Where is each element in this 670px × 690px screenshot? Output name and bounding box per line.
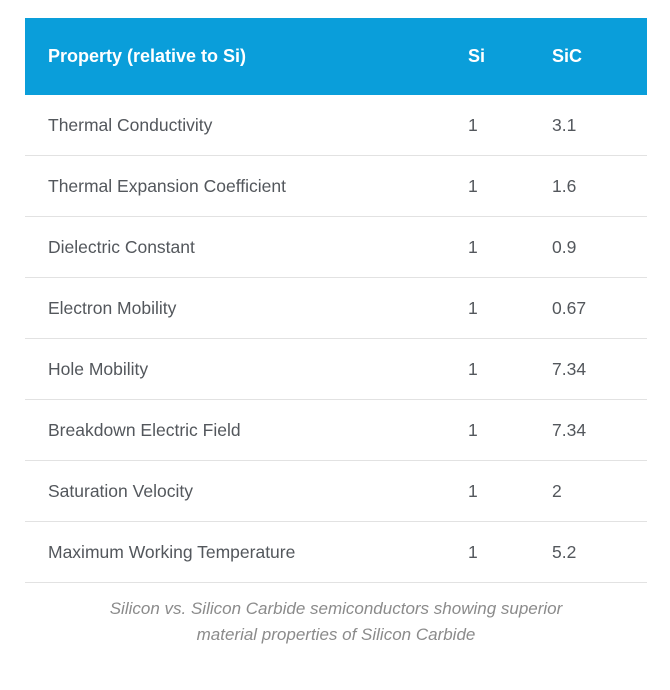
sic-value-cell: 3.1 [552,114,577,135]
sic-value-cell: 0.67 [552,297,587,318]
sic-value-cell: 7.34 [552,358,587,379]
table-row: Dielectric Constant 1 0.9 [25,217,647,278]
table-row: Maximum Working Temperature 1 5.2 [25,522,647,583]
sic-value-cell: 7.34 [552,419,587,440]
si-value-cell: 1 [468,297,478,318]
si-value-cell: 1 [468,419,478,440]
table-row: Saturation Velocity 1 2 [25,461,647,522]
property-cell: Maximum Working Temperature [48,541,296,562]
header-cell-property: Property (relative to Si) [48,46,247,66]
table-header-row: Property (relative to Si) Si SiC [25,18,647,95]
property-cell: Breakdown Electric Field [48,419,241,440]
si-value-cell: 1 [468,358,478,379]
comparison-table: Property (relative to Si) Si SiC Thermal… [25,18,647,648]
property-cell: Saturation Velocity [48,480,193,501]
table-row: Hole Mobility 1 7.34 [25,339,647,400]
si-value-cell: 1 [468,236,478,257]
property-cell: Thermal Expansion Coefficient [48,175,286,196]
table-row: Thermal Conductivity 1 3.1 [25,95,647,156]
sic-value-cell: 5.2 [552,541,577,562]
si-value-cell: 1 [468,480,478,501]
property-cell: Dielectric Constant [48,236,195,257]
si-value-cell: 1 [468,175,478,196]
table-row: Thermal Expansion Coefficient 1 1.6 [25,156,647,217]
table-row: Electron Mobility 1 0.67 [25,278,647,339]
header-cell-sic: SiC [552,46,583,66]
header-cell-si: Si [468,46,486,66]
property-cell: Hole Mobility [48,358,149,379]
table-caption: Silicon vs. Silicon Carbide semiconducto… [109,599,563,644]
sic-value-cell: 2 [552,480,562,501]
si-value-cell: 1 [468,114,478,135]
sic-value-cell: 1.6 [552,175,577,196]
table-row: Breakdown Electric Field 1 7.34 [25,400,647,461]
sic-value-cell: 0.9 [552,236,577,257]
property-cell: Thermal Conductivity [48,114,213,135]
property-cell: Electron Mobility [48,297,177,318]
si-value-cell: 1 [468,541,478,562]
